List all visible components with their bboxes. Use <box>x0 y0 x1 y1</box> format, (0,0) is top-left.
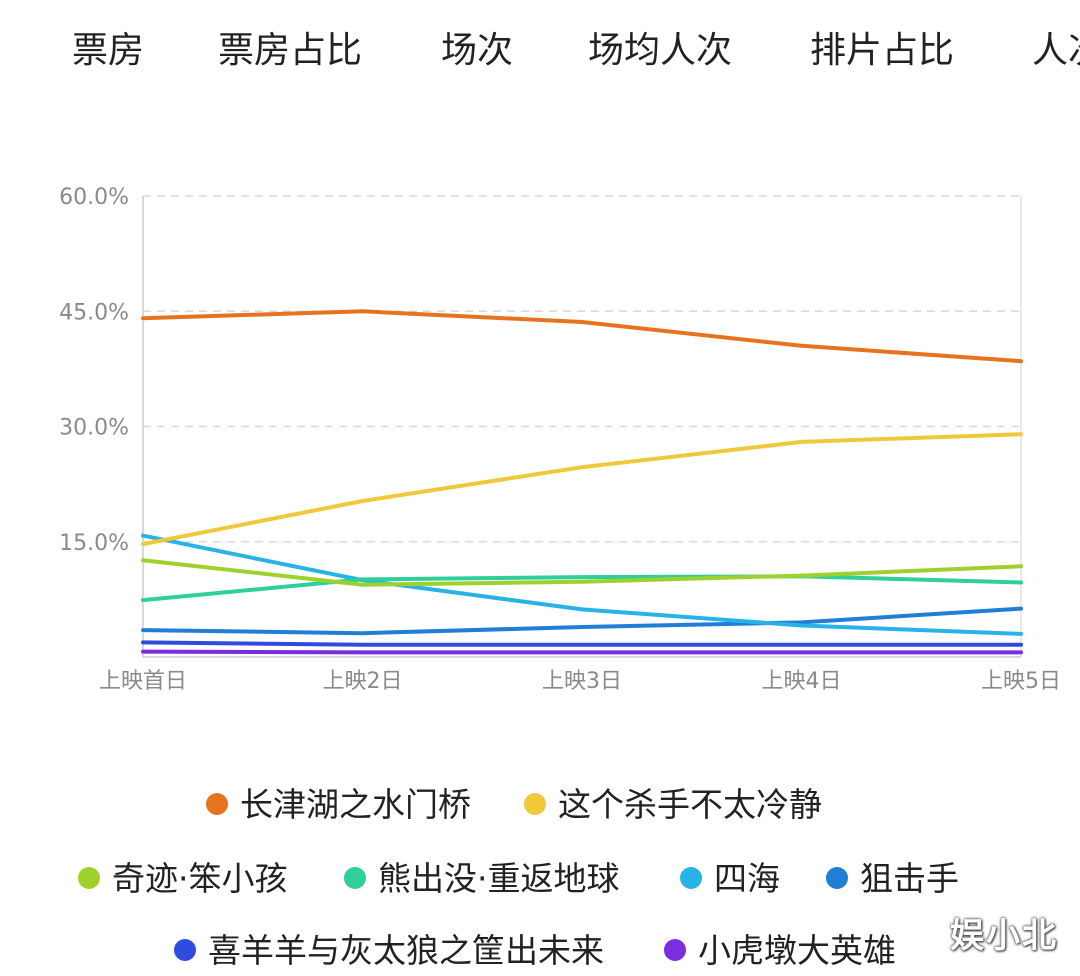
legend-item[interactable]: 奇迹·笨小孩 <box>78 854 288 904</box>
legend-dot-icon <box>78 866 100 889</box>
y-tick-label: 45.0% <box>59 300 129 325</box>
legend-item[interactable]: 狙击手 <box>826 854 959 904</box>
tab-box-office-share[interactable]: 票房占比 <box>218 30 363 71</box>
x-tick-label: 上映3日 <box>542 669 622 694</box>
legend-label: 狙击手 <box>860 859 959 898</box>
series-line <box>141 558 1023 587</box>
tab-admissions[interactable]: 人次 <box>1032 30 1080 71</box>
series-line <box>141 432 1023 547</box>
series-line <box>141 574 1023 603</box>
legend-dot-icon <box>680 866 702 889</box>
legend-item[interactable]: 喜羊羊与灰太狼之筐出未来 <box>174 926 604 976</box>
legend-dot-icon <box>524 792 546 815</box>
legend-dot-icon <box>174 938 196 961</box>
tab-box-office[interactable]: 票房 <box>72 30 145 71</box>
legend-label: 喜羊羊与灰太狼之筐出未来 <box>208 931 604 970</box>
y-tick-label: 15.0% <box>59 531 129 556</box>
legend-item[interactable]: 长津湖之水门桥 <box>206 780 471 830</box>
legend-dot-icon <box>344 866 366 889</box>
legend-dot-icon <box>206 792 228 815</box>
series-line <box>141 309 1023 364</box>
legend-label: 小虎墩大英雄 <box>698 931 896 970</box>
tab-bar: 票房 票房占比 场次 场均人次 排片占比 人次 <box>0 0 1080 100</box>
x-tick-label: 上映4日 <box>762 669 842 694</box>
tab-showtimes[interactable]: 场次 <box>441 30 514 71</box>
legend-label: 熊出没·重返地球 <box>378 859 620 898</box>
x-tick-label: 上映5日 <box>981 669 1061 694</box>
legend-label: 奇迹·笨小孩 <box>112 859 288 898</box>
series-line <box>141 640 1023 647</box>
legend-label: 四海 <box>714 859 780 898</box>
x-tick-label: 上映2日 <box>323 669 403 694</box>
watermark: 娱小北 <box>950 916 1058 956</box>
share-line-chart: 15.0% 30.0% 45.0% 60.0% 上映首日 上映2日 上映3日 上映4日 上映5日 <box>59 185 1061 694</box>
legend-item[interactable]: 熊出没·重返地球 <box>344 854 620 904</box>
legend-dot-icon <box>664 938 686 961</box>
legend-item[interactable]: 这个杀手不太冷静 <box>524 780 822 830</box>
tab-schedule-share[interactable]: 排片占比 <box>810 30 955 71</box>
legend-label: 这个杀手不太冷静 <box>558 785 822 824</box>
series-line <box>141 606 1023 636</box>
legend-dot-icon <box>826 866 848 889</box>
y-tick-label: 60.0% <box>59 185 129 210</box>
legend-item[interactable]: 小虎墩大英雄 <box>664 926 896 976</box>
x-tick-label: 上映首日 <box>99 669 187 694</box>
legend-label: 长津湖之水门桥 <box>240 785 471 824</box>
tab-avg-attendance[interactable]: 场均人次 <box>588 30 733 71</box>
legend-item[interactable]: 四海 <box>680 854 780 904</box>
series-line <box>141 649 1023 655</box>
y-tick-label: 30.0% <box>59 416 129 441</box>
series-line <box>141 533 1023 636</box>
